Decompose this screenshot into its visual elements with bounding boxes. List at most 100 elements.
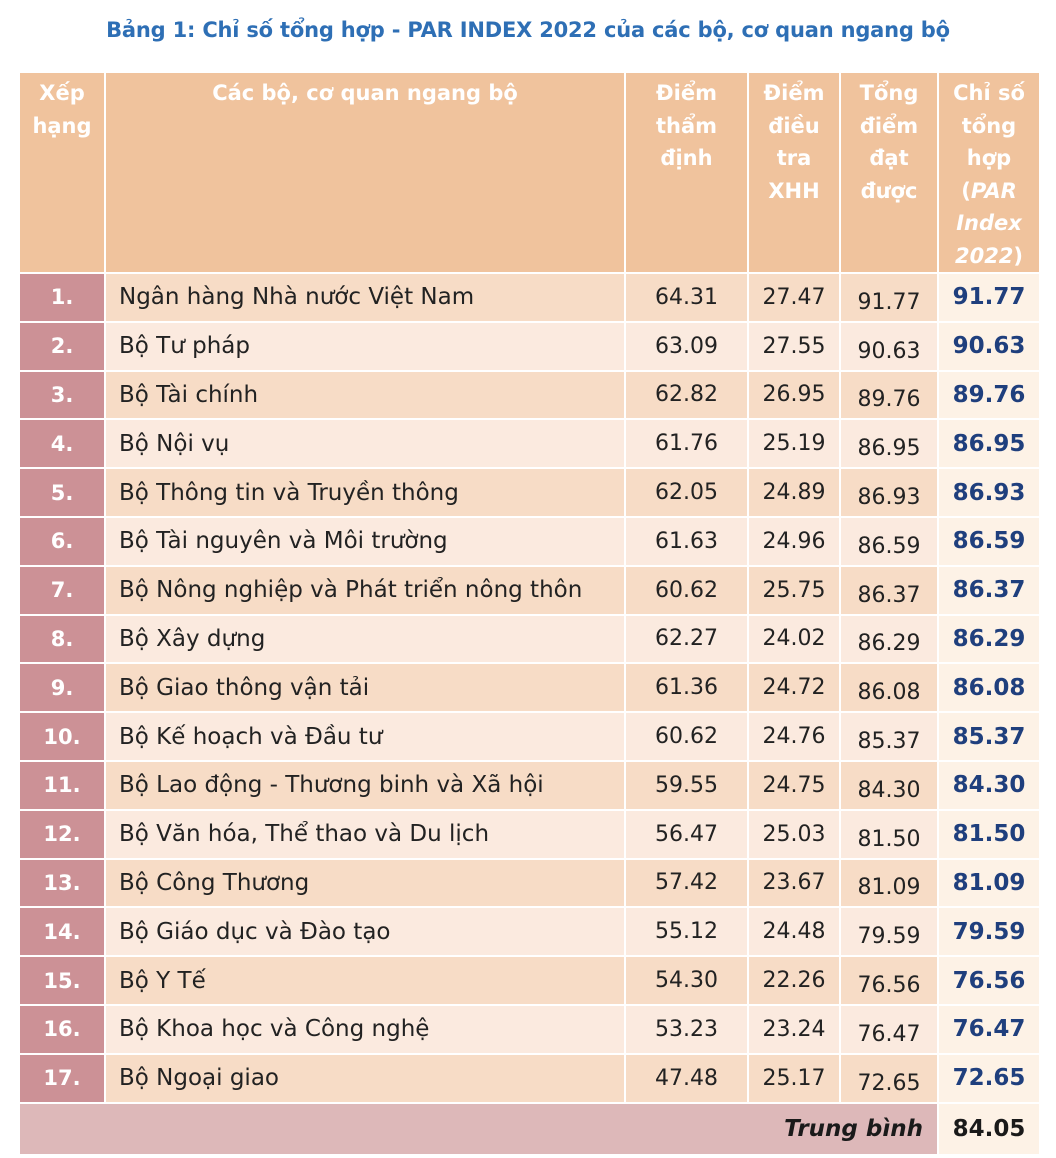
- table-row: 13. Bộ Công Thương 57.42 23.67 81.09 81.…: [18, 857, 1041, 909]
- rank-cell: 12.: [18, 808, 106, 860]
- par-index-table: Xếp hạng Các bộ, cơ quan ngang bộ Điểm t…: [18, 71, 1041, 1156]
- table-row: 6. Bộ Tài nguyên và Môi trường 61.63 24.…: [18, 515, 1041, 567]
- total-score-cell: 86.59: [839, 515, 939, 567]
- par-index-cell: 86.95: [937, 418, 1041, 470]
- rank-cell: 1.: [18, 272, 106, 323]
- table-row: 2. Bộ Tư pháp 63.09 27.55 90.63 90.63: [18, 320, 1041, 372]
- rank-cell: 15.: [18, 955, 106, 1006]
- ministry-name-cell: Bộ Tư pháp: [104, 320, 626, 372]
- rank-cell: 3.: [18, 369, 106, 421]
- total-score-cell: 86.37: [839, 564, 939, 616]
- ministry-name-cell: Bộ Xây dựng: [104, 613, 626, 665]
- rank-cell: 2.: [18, 320, 106, 372]
- appraisal-score-cell: 59.55: [624, 759, 749, 811]
- table-row: 3. Bộ Tài chính 62.82 26.95 89.76 89.76: [18, 369, 1041, 421]
- total-score-cell: 91.77: [839, 272, 939, 323]
- header-index: Chỉ số tổng hợp (PAR Index 2022): [937, 71, 1041, 274]
- table-title: Bảng 1: Chỉ số tổng hợp - PAR INDEX 2022…: [106, 18, 950, 42]
- par-index-cell: 72.65: [937, 1052, 1041, 1104]
- header-survey: Điểm điều tra XHH: [747, 71, 841, 274]
- appraisal-score-cell: 47.48: [624, 1052, 749, 1104]
- average-label: Trung bình: [18, 1101, 939, 1156]
- rank-cell: 10.: [18, 711, 106, 762]
- ministry-name-cell: Bộ Giáo dục và Đào tạo: [104, 906, 626, 958]
- rank-cell: 5.: [18, 467, 106, 518]
- appraisal-score-cell: 60.62: [624, 564, 749, 616]
- total-score-cell: 81.09: [839, 857, 939, 909]
- total-score-cell: 86.95: [839, 418, 939, 470]
- ministry-name-cell: Bộ Tài chính: [104, 369, 626, 421]
- table-row: 5. Bộ Thông tin và Truyền thông 62.05 24…: [18, 467, 1041, 518]
- appraisal-score-cell: 62.05: [624, 467, 749, 518]
- table-row: 12. Bộ Văn hóa, Thể thao và Du lịch 56.4…: [18, 808, 1041, 860]
- table-row: 8. Bộ Xây dựng 62.27 24.02 86.29 86.29: [18, 613, 1041, 665]
- ministry-name-cell: Bộ Khoa học và Công nghệ: [104, 1003, 626, 1055]
- total-score-cell: 79.59: [839, 906, 939, 958]
- total-score-cell: 84.30: [839, 759, 939, 811]
- survey-score-cell: 25.75: [747, 564, 841, 616]
- header-row: Xếp hạng Các bộ, cơ quan ngang bộ Điểm t…: [18, 71, 1041, 274]
- survey-score-cell: 24.96: [747, 515, 841, 567]
- ministry-name-cell: Bộ Ngoại giao: [104, 1052, 626, 1104]
- rank-cell: 6.: [18, 515, 106, 567]
- total-score-cell: 90.63: [839, 320, 939, 372]
- header-total: Tổng điểm đạt được: [839, 71, 939, 274]
- par-index-cell: 86.29: [937, 613, 1041, 665]
- appraisal-score-cell: 53.23: [624, 1003, 749, 1055]
- rank-cell: 8.: [18, 613, 106, 665]
- survey-score-cell: 22.26: [747, 955, 841, 1006]
- total-score-cell: 72.65: [839, 1052, 939, 1104]
- appraisal-score-cell: 62.82: [624, 369, 749, 421]
- table-row: 17. Bộ Ngoại giao 47.48 25.17 72.65 72.6…: [18, 1052, 1041, 1104]
- ministry-name-cell: Ngân hàng Nhà nước Việt Nam: [104, 272, 626, 323]
- table-row: 9. Bộ Giao thông vận tải 61.36 24.72 86.…: [18, 662, 1041, 714]
- par-index-cell: 84.30: [937, 759, 1041, 811]
- total-score-cell: 76.56: [839, 955, 939, 1006]
- table-row: 10. Bộ Kế hoạch và Đầu tư 60.62 24.76 85…: [18, 711, 1041, 762]
- rank-cell: 16.: [18, 1003, 106, 1055]
- total-score-cell: 86.93: [839, 467, 939, 518]
- survey-score-cell: 25.17: [747, 1052, 841, 1104]
- total-score-cell: 81.50: [839, 808, 939, 860]
- appraisal-score-cell: 60.62: [624, 711, 749, 762]
- survey-score-cell: 27.47: [747, 272, 841, 323]
- rank-cell: 13.: [18, 857, 106, 909]
- survey-score-cell: 24.72: [747, 662, 841, 714]
- par-index-cell: 86.59: [937, 515, 1041, 567]
- rank-cell: 7.: [18, 564, 106, 616]
- par-index-cell: 89.76: [937, 369, 1041, 421]
- survey-score-cell: 25.19: [747, 418, 841, 470]
- par-index-cell: 91.77: [937, 272, 1041, 323]
- survey-score-cell: 24.89: [747, 467, 841, 518]
- rank-cell: 9.: [18, 662, 106, 714]
- survey-score-cell: 25.03: [747, 808, 841, 860]
- survey-score-cell: 24.48: [747, 906, 841, 958]
- rank-cell: 14.: [18, 906, 106, 958]
- survey-score-cell: 23.24: [747, 1003, 841, 1055]
- ministry-name-cell: Bộ Y Tế: [104, 955, 626, 1006]
- ministry-name-cell: Bộ Công Thương: [104, 857, 626, 909]
- par-index-cell: 81.09: [937, 857, 1041, 909]
- appraisal-score-cell: 56.47: [624, 808, 749, 860]
- table-row: 14. Bộ Giáo dục và Đào tạo 55.12 24.48 7…: [18, 906, 1041, 958]
- appraisal-score-cell: 61.63: [624, 515, 749, 567]
- rank-cell: 17.: [18, 1052, 106, 1104]
- total-score-cell: 86.29: [839, 613, 939, 665]
- ministry-name-cell: Bộ Kế hoạch và Đầu tư: [104, 711, 626, 762]
- par-index-cell: 76.56: [937, 955, 1041, 1006]
- appraisal-score-cell: 55.12: [624, 906, 749, 958]
- table-row: 4. Bộ Nội vụ 61.76 25.19 86.95 86.95: [18, 418, 1041, 470]
- table-row: 7. Bộ Nông nghiệp và Phát triển nông thô…: [18, 564, 1041, 616]
- ministry-name-cell: Bộ Văn hóa, Thể thao và Du lịch: [104, 808, 626, 860]
- survey-score-cell: 27.55: [747, 320, 841, 372]
- appraisal-score-cell: 57.42: [624, 857, 749, 909]
- par-index-cell: 79.59: [937, 906, 1041, 958]
- par-index-cell: 76.47: [937, 1003, 1041, 1055]
- header-appraisal: Điểm thẩm định: [624, 71, 749, 274]
- table-row: 1. Ngân hàng Nhà nước Việt Nam 64.31 27.…: [18, 272, 1041, 323]
- total-score-cell: 76.47: [839, 1003, 939, 1055]
- survey-score-cell: 24.02: [747, 613, 841, 665]
- appraisal-score-cell: 61.76: [624, 418, 749, 470]
- survey-score-cell: 23.67: [747, 857, 841, 909]
- ministry-name-cell: Bộ Thông tin và Truyền thông: [104, 467, 626, 518]
